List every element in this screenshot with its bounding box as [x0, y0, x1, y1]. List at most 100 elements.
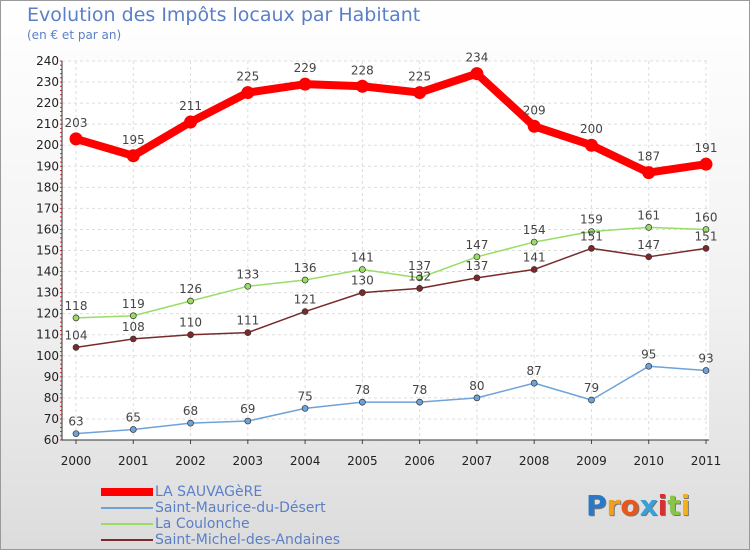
- chart-subtitle: (en € et par an): [27, 28, 122, 42]
- y-tick-label: 90: [44, 370, 59, 384]
- data-point: [645, 362, 653, 370]
- y-tick-label: 70: [44, 412, 59, 426]
- x-tick-label: 2008: [519, 454, 550, 468]
- data-label: 161: [637, 208, 660, 222]
- data-label: 75: [297, 389, 312, 403]
- data-label: 93: [698, 352, 713, 366]
- data-label: 234: [465, 51, 488, 65]
- data-point: [588, 396, 595, 404]
- data-point: [359, 289, 366, 296]
- y-tick-label: 130: [36, 286, 59, 300]
- data-label: 133: [236, 267, 259, 281]
- data-label: 63: [68, 415, 83, 429]
- data-label: 209: [523, 103, 546, 117]
- data-point: [187, 419, 194, 427]
- data-point: [588, 228, 595, 235]
- y-tick-label: 170: [36, 201, 59, 215]
- data-point: [126, 149, 140, 163]
- proxiti-logo: Proxiti: [586, 489, 690, 522]
- data-label: 137: [408, 259, 431, 273]
- data-point: [187, 331, 194, 339]
- data-point: [244, 417, 252, 425]
- data-point: [129, 312, 137, 320]
- data-label: 191: [695, 141, 718, 155]
- data-point: [359, 266, 366, 273]
- logo-letter: t: [667, 489, 681, 522]
- data-point: [699, 157, 713, 171]
- data-point: [301, 405, 309, 412]
- logo-letter: i: [657, 489, 668, 522]
- x-tick-label: 2007: [462, 454, 493, 468]
- y-tick-label: 190: [36, 159, 59, 173]
- series-line-3: [75, 247, 707, 349]
- data-label: 78: [412, 383, 427, 397]
- data-label: 225: [408, 70, 431, 84]
- data-label: 132: [408, 269, 431, 283]
- data-label: 108: [122, 320, 145, 334]
- y-tick-label: 140: [36, 265, 59, 279]
- data-label: 200: [580, 122, 603, 136]
- legend-swatch: [101, 539, 153, 541]
- data-label: 160: [695, 210, 718, 224]
- data-point: [702, 245, 710, 252]
- data-label: 130: [351, 274, 374, 288]
- data-point: [69, 132, 83, 146]
- data-point: [416, 398, 423, 406]
- data-point: [129, 426, 137, 433]
- y-tick-label: 60: [44, 433, 59, 447]
- data-point: [645, 223, 653, 231]
- data-label: 136: [294, 261, 317, 275]
- x-tick-label: 2001: [118, 454, 149, 468]
- data-label: 126: [179, 282, 202, 296]
- y-tick-label: 220: [36, 96, 59, 110]
- data-label: 80: [469, 379, 484, 393]
- legend-label: Saint-Maurice-du-Désert: [155, 500, 326, 516]
- data-point: [72, 430, 80, 438]
- y-tick-label: 210: [36, 117, 59, 131]
- data-point: [588, 245, 595, 252]
- x-tick-label: 2000: [61, 454, 92, 468]
- data-point: [473, 274, 481, 282]
- data-label: 228: [351, 63, 374, 77]
- data-label: 78: [355, 383, 370, 397]
- legend-swatch: [101, 507, 153, 509]
- data-point: [301, 308, 309, 315]
- legend-label: LA SAUVAGèRE: [155, 484, 263, 500]
- logo-letter: r: [606, 489, 621, 522]
- y-tick-label: 180: [36, 180, 59, 194]
- y-tick-label: 200: [36, 138, 59, 152]
- data-point: [702, 367, 710, 374]
- x-tick-label: 2003: [233, 454, 264, 468]
- x-tick-label: 2010: [633, 454, 664, 468]
- series-line-0: [72, 69, 710, 177]
- legend-label: La Coulonche: [155, 516, 250, 532]
- data-point: [470, 67, 484, 81]
- data-point: [530, 379, 538, 387]
- data-point: [244, 282, 252, 290]
- data-point: [645, 253, 653, 261]
- legend-label: Saint-Michel-des-Andaines: [155, 532, 340, 548]
- data-label: 229: [294, 61, 317, 75]
- x-tick-label: 2002: [175, 454, 206, 468]
- data-label: 119: [122, 297, 145, 311]
- data-point: [129, 335, 137, 343]
- y-tick-label: 110: [36, 328, 59, 342]
- data-point: [702, 226, 710, 233]
- series-line-2: [75, 226, 707, 319]
- logo-letter: x: [639, 489, 658, 522]
- y-tick-label: 100: [36, 349, 59, 363]
- data-point: [530, 266, 538, 273]
- logo-letter: P: [586, 489, 607, 522]
- data-label: 118: [65, 299, 88, 313]
- data-label: 211: [179, 99, 202, 113]
- data-point: [473, 394, 481, 402]
- chart-title: Evolution des Impôts locaux par Habitant: [27, 4, 421, 26]
- data-point: [72, 344, 80, 351]
- data-point: [301, 276, 309, 284]
- data-label: 121: [294, 293, 317, 307]
- data-label: 195: [122, 133, 145, 147]
- data-point: [473, 253, 481, 261]
- data-label: 141: [351, 250, 374, 264]
- data-label: 187: [637, 150, 660, 164]
